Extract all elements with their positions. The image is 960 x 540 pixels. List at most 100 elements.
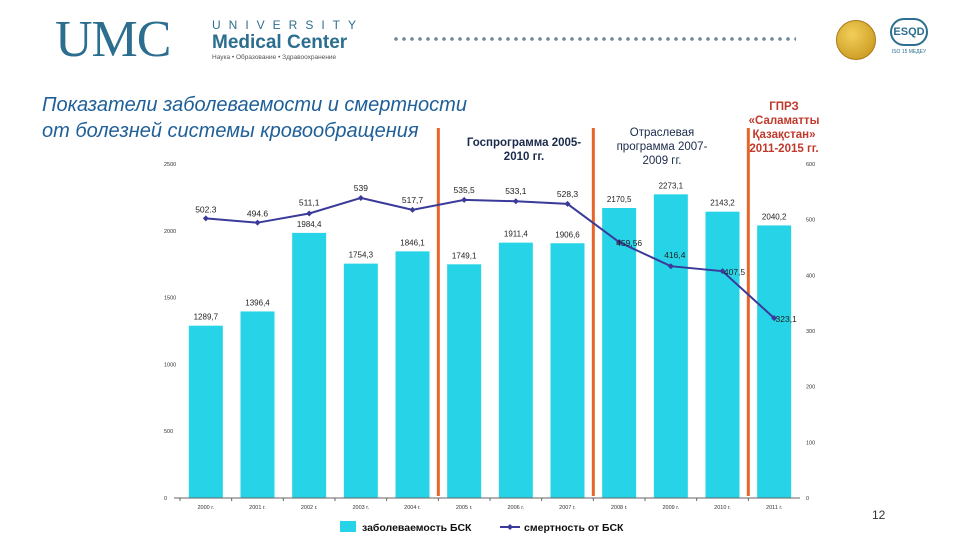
x-tick-label: 2000 г.: [198, 505, 215, 511]
umc-logo[interactable]: UMC UNIVERSITY Medical Center Наука • Об…: [55, 11, 356, 70]
line-value-label: 528,3: [557, 189, 579, 199]
y-right-tick-label: 200: [806, 385, 815, 391]
header-dotted-line: [392, 36, 796, 42]
line-value-label: 535,5: [454, 185, 476, 195]
x-tick-label: 2007 г.: [559, 505, 576, 511]
x-tick-label: 2004 г.: [404, 505, 421, 511]
mortality-point: [409, 206, 416, 213]
dividers-group: [436, 128, 750, 496]
legend: заболеваемость БСК смертность от БСК: [340, 521, 624, 534]
gprz-name: «Саламатты Қазақстан»: [748, 115, 820, 141]
line-value-label: 407,5: [724, 267, 746, 277]
bar-value-label: 1754,3: [349, 251, 374, 260]
y-left-tick-label: 1500: [164, 296, 176, 302]
y-right-tick-label: 600: [806, 162, 815, 168]
legend-bar-label: заболеваемость БСК: [362, 522, 472, 534]
x-tick-label: 2005 г.: [456, 505, 473, 511]
line-value-label: 511,1: [299, 197, 320, 207]
mortality-point: [254, 219, 261, 226]
bar: [395, 251, 430, 498]
esqd-certification-logo: ESQD ISO 15 МЕДЕУ: [884, 18, 934, 60]
logo-letters: UMC: [55, 11, 171, 68]
gold-seal-icon: [836, 20, 876, 60]
line-value-label: 416,4: [664, 250, 686, 260]
certification-caption: ISO 15 МЕДЕУ: [891, 49, 927, 55]
bar-value-label: 2143,2: [710, 199, 735, 208]
bar: [653, 194, 688, 498]
y-left-tick-label: 500: [164, 429, 173, 435]
legend-line-marker: [507, 524, 513, 530]
y-right-tick-label: 400: [806, 273, 815, 279]
bar-value-label: 2170,5: [607, 195, 632, 204]
y-left-tick-label: 1000: [164, 362, 176, 368]
x-tick-label: 2010 г.: [714, 505, 731, 511]
line-value-label: 517,7: [402, 195, 424, 205]
bar-value-label: 1906,6: [555, 230, 580, 239]
logo-tagline: Наука • Образование • Здравоохранение: [212, 54, 337, 61]
line-value-label: 323,1: [776, 314, 798, 324]
mortality-point: [667, 263, 674, 270]
slide-title: Показатели заболеваемости и смертности о…: [42, 92, 467, 144]
title-line-2: от болезней системы кровообращения: [42, 120, 419, 142]
line-value-label: 533,1: [505, 186, 527, 196]
bar: [498, 242, 533, 498]
bar: [550, 243, 585, 498]
axes-group: 2000 г. 2001 г. 2002 г. 2003 г. 2004 г. 2005 …: [164, 162, 815, 511]
bar: [447, 264, 482, 498]
y-right-tick-label: 300: [806, 329, 815, 335]
bar-value-label: 1396,4: [245, 298, 270, 307]
line-labels-group: 502.3 494.6 511,1 539 517,7 535,5 533,1 528,3 45…: [195, 183, 797, 324]
x-tick-label: 2006 г.: [508, 505, 525, 511]
bars-group: [188, 194, 792, 499]
mortality-point: [461, 196, 468, 203]
bar: [602, 208, 637, 499]
y-right-tick-label: 100: [806, 440, 815, 446]
annotation-otraslevaya: Отраслевая программа 2007-2009 гг.: [616, 127, 708, 167]
mortality-line: [205, 196, 775, 319]
bar-value-label: 2273,1: [659, 181, 684, 190]
page-number: 12: [872, 508, 886, 522]
bar-value-label: 1289,7: [194, 313, 219, 322]
bar: [757, 225, 792, 499]
mortality-point: [306, 210, 313, 217]
annotation-gosprogramma: Госпрограмма 2005-2010 гг.: [466, 137, 582, 163]
mortality-point: [512, 198, 519, 205]
bar: [292, 232, 327, 498]
logo-university: UNIVERSITY: [212, 18, 365, 32]
bar-labels-group: 1289,7 1396,4 1984,4 1754,3 1846,1 1749,1 1911…: [194, 181, 787, 321]
x-tick-label: 2009 г.: [663, 505, 680, 511]
mortality-point: [719, 268, 726, 275]
bar: [188, 325, 223, 498]
bar-value-label: 1749,1: [452, 251, 477, 260]
line-value-label: 539: [354, 183, 368, 193]
esqd-mark: ESQD: [890, 18, 928, 46]
y-left-tick-label: 0: [164, 496, 167, 502]
x-tick-label: 2002 г.: [301, 505, 318, 511]
mortality-line-group: [202, 194, 778, 322]
bar-value-label: 1911,4: [504, 230, 528, 239]
bar: [343, 263, 378, 498]
x-tick-label: 2001 г.: [249, 505, 266, 511]
title-line-1: Показатели заболеваемости и смертности: [42, 94, 467, 116]
y-right-tick-label: 500: [806, 218, 815, 224]
mortality-point: [357, 194, 364, 201]
bar-value-label: 1846,1: [400, 238, 425, 247]
line-value-label: 459,56: [616, 238, 642, 248]
x-tick-label: 2008 г.: [611, 505, 628, 511]
bar: [240, 311, 275, 498]
mortality-point: [202, 215, 209, 222]
legend-bar-swatch: [340, 521, 356, 532]
line-value-label: 494.6: [247, 209, 269, 219]
y-right-tick-label: 0: [806, 496, 809, 502]
gprz-years: 2011-2015 гг.: [749, 143, 819, 155]
line-value-label: 502.3: [195, 204, 217, 214]
bar-value-label: 2040,2: [762, 212, 787, 221]
annotation-gprz: ГПРЗ «Саламатты Қазақстан» 2011-2015 гг.: [732, 100, 836, 156]
y-left-tick-label: 2500: [164, 162, 176, 168]
bar-value-label: 1984,4: [297, 220, 322, 229]
mortality-point: [564, 200, 571, 207]
x-tick-label: 2011 г.: [766, 505, 783, 511]
mortality-point: [771, 315, 778, 322]
bar: [705, 211, 740, 498]
